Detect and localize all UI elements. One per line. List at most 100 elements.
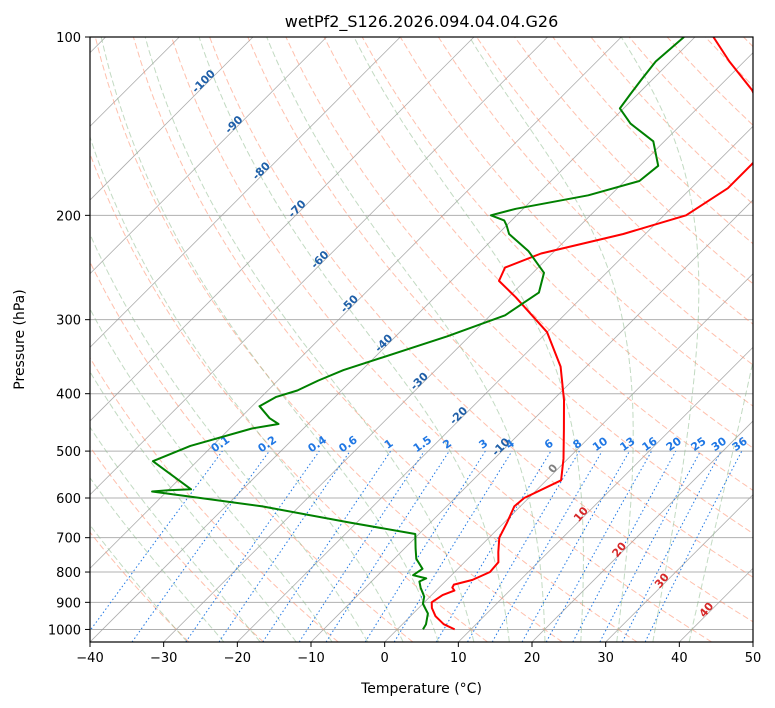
dry-adiabat-label: -100 (189, 67, 218, 96)
mixing-ratio-line (90, 450, 223, 632)
y-tick-label: 200 (56, 209, 81, 224)
dry-adiabat-label: -60 (308, 248, 331, 271)
mixing-ratio-lines (90, 450, 743, 642)
moist-adiabat-line (266, 37, 546, 642)
isotherm-line (605, 494, 753, 642)
isotherm-line (90, 37, 327, 275)
sounding-profiles (151, 37, 753, 631)
y-tick-label: 600 (56, 492, 81, 507)
mixing-ratio-label: 1.5 (411, 433, 434, 455)
mixing-ratio-line (572, 450, 677, 642)
moist-adiabat-line (620, 37, 700, 642)
x-axis-label: Temperature (°C) (360, 681, 482, 697)
dry-adiabat-label: -50 (338, 292, 361, 315)
isotherm-line (90, 37, 254, 201)
dry-adiabat-line (552, 37, 753, 245)
x-tick-label: 0 (381, 651, 389, 666)
dry-adiabat-line (132, 37, 638, 642)
mixing-ratio-line (435, 450, 552, 642)
y-axis-ticks: 100 200 300 400 500 600 700 800 900 1000 (48, 31, 90, 638)
mixing-ratio-label: 6 (542, 437, 556, 452)
mixing-ratio-line (545, 450, 653, 642)
moist-adiabat-line (90, 308, 333, 642)
x-tick-label: −30 (150, 651, 177, 666)
x-tick-label: 50 (745, 651, 762, 666)
dry-adiabat-line (209, 37, 753, 623)
y-tick-label: 700 (56, 532, 81, 547)
x-tick-label: 40 (671, 651, 688, 666)
isotherm-line (163, 52, 753, 642)
mixing-ratio-line (262, 450, 392, 642)
isotherm-line (531, 420, 753, 642)
isotherm-line (752, 641, 753, 642)
x-tick-label: −20 (224, 651, 251, 666)
isotherm-line (90, 37, 696, 642)
chart-title: wetPf2_S126.2026.094.04.04.G26 (285, 12, 559, 32)
y-tick-label: 300 (56, 314, 81, 329)
pressure-gridlines (90, 37, 753, 630)
mixing-ratio-label: 0.6 (336, 433, 360, 455)
moist-adiabat-label: 0 (546, 461, 561, 475)
mixing-ratio-line (131, 450, 270, 642)
x-axis-ticks: −40 −30 −20 −10 0 10 20 30 40 50 (76, 642, 761, 666)
moist-adiabat-line (688, 358, 753, 642)
mixing-ratio-label: 0.2 (256, 433, 279, 455)
dewpoint-profile-line (151, 37, 685, 630)
dry-adiabat-line (437, 37, 753, 366)
dry-adiabat-lines (90, 37, 753, 642)
mixing-ratio-line (644, 450, 743, 642)
dry-adiabat-line (514, 37, 753, 285)
dry-adiabat-label: -90 (222, 113, 245, 136)
dry-adiabat-line (90, 260, 414, 642)
mixing-ratio-line (298, 450, 425, 642)
adiabat-labels: 0.1 0.2 0.4 0.6 1 1.5 2 3 4 6 8 10 13 16 20 25 30 36-100-… (189, 67, 750, 620)
moist-adiabat-label: 10 (571, 504, 591, 524)
mixing-ratio-label: 2 (440, 437, 454, 452)
moist-adiabat-line (90, 135, 404, 642)
dry-adiabat-line (666, 37, 753, 126)
x-tick-label: 10 (450, 651, 467, 666)
moist-adiabat-line (198, 37, 510, 642)
x-tick-label: 30 (597, 651, 614, 666)
isotherm-line (384, 273, 753, 642)
dry-adiabat-line (90, 531, 190, 642)
dry-adiabat-line (90, 356, 339, 642)
mixing-ratio-line (218, 450, 351, 642)
mixing-ratio-line (393, 450, 513, 642)
dry-adiabat-line (247, 37, 753, 578)
moist-adiabat-line (90, 370, 297, 642)
temperature-profile-line (430, 37, 753, 631)
y-tick-label: 800 (56, 566, 81, 581)
y-tick-label: 1000 (48, 623, 81, 638)
moist-adiabat-label: 30 (652, 570, 672, 590)
moist-adiabat-line (144, 37, 475, 642)
y-tick-label: 500 (56, 445, 81, 460)
moist-adiabat-line (90, 476, 225, 642)
x-tick-label: −40 (76, 651, 103, 666)
dry-adiabat-line (90, 152, 488, 642)
dry-adiabat-label: -70 (285, 197, 308, 220)
x-tick-label: −10 (297, 651, 324, 666)
dry-adiabat-line (361, 37, 753, 449)
isotherm-line (90, 37, 622, 569)
isotherm-lines (90, 37, 753, 642)
dry-adiabat-label: -40 (372, 331, 395, 354)
moist-adiabat-line (90, 232, 369, 642)
x-tick-label: 20 (524, 651, 541, 666)
isotherm-line (679, 567, 753, 642)
dry-adiabat-line (171, 37, 712, 642)
plot-frame (89, 36, 754, 643)
mixing-ratio-line (325, 450, 450, 642)
isotherm-line (237, 125, 753, 642)
dry-adiabat-label: -30 (408, 370, 431, 393)
dry-adiabat-line (399, 37, 753, 407)
moist-adiabat-line (353, 37, 584, 642)
dry-adiabat-line (743, 37, 753, 48)
moist-adiabat-line (90, 524, 188, 642)
isotherm-line (90, 37, 475, 422)
dry-adiabat-line (285, 37, 753, 535)
mixing-ratio-label: 0.4 (306, 433, 330, 455)
y-tick-label: 900 (56, 596, 81, 611)
isotherm-line (90, 37, 401, 348)
